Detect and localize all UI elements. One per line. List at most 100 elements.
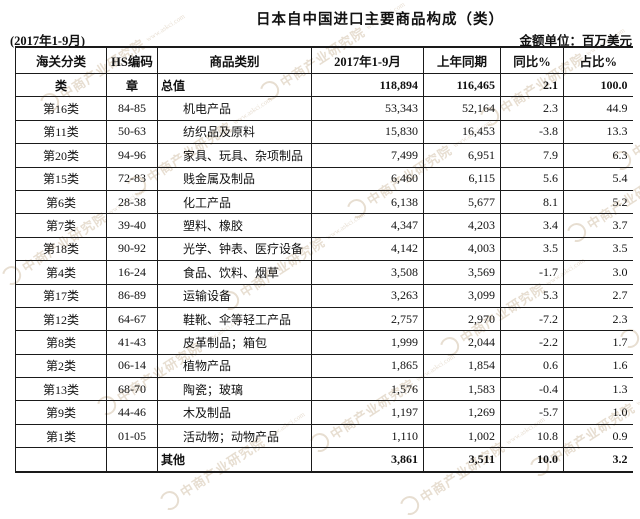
- table-row: 第1类 01-05 活动物；动物产品 1,110 1,002 10.8 0.9: [15, 424, 633, 449]
- cell-share-percent: 3.0: [563, 260, 633, 285]
- watermark-text: 中商产业研究院: [637, 272, 640, 339]
- cell-previous-value: 116,465: [423, 73, 501, 98]
- cell-current-value: 1,197: [311, 400, 424, 425]
- table-row: 第9类 44-46 木及制品 1,197 1,269 -5.7 1.0: [15, 400, 633, 425]
- cell-commodity-category: 木及制品: [157, 400, 312, 425]
- subtitle-row: (2017年1-9月) 金额单位：百万美元: [10, 30, 632, 49]
- cell-share-percent: 0.9: [563, 424, 633, 449]
- cell-hs-code: 01-05: [106, 424, 158, 449]
- cell-hs-code: 39-40: [106, 213, 158, 238]
- cell-yoy-percent: 7.9: [500, 143, 564, 168]
- table-row: 第6类 28-38 化工产品 6,138 5,677 8.1 5.2: [15, 190, 633, 215]
- cell-hs-code: 94-96: [106, 143, 158, 168]
- cell-customs-class: 第9类: [15, 400, 107, 425]
- cell-customs-class: 第16类: [15, 96, 107, 121]
- cell-customs-class: 第12类: [15, 307, 107, 332]
- cell-yoy-percent: -7.2: [500, 307, 564, 332]
- cell-customs-class: 第7类: [15, 213, 107, 238]
- cell-share-percent: 5.2: [563, 190, 633, 215]
- cell-share-percent: 13.3: [563, 120, 633, 145]
- cell-current-value: 118,894: [311, 73, 424, 98]
- cell-commodity-category: 运输设备: [157, 284, 312, 308]
- cell-yoy-percent: -0.4: [500, 377, 564, 402]
- table-row: 第16类 84-85 机电产品 53,343 52,164 2.3 44.9: [15, 96, 633, 121]
- header-yoy-percent: 同比%: [500, 47, 564, 74]
- watermark-url: www.askci.com: [634, 375, 640, 407]
- cell-hs-code: 86-89: [106, 284, 158, 308]
- cell-commodity-category: 纺织品及原料: [157, 120, 312, 145]
- cell-previous-value: 1,002: [423, 424, 501, 449]
- cell-customs-class: 第1类: [15, 424, 107, 449]
- cell-yoy-percent: 10.0: [500, 447, 564, 473]
- cell-customs-class: 第13类: [15, 377, 107, 402]
- cell-yoy-percent: 5.3: [500, 284, 564, 308]
- period-label: (2017年1-9月): [10, 34, 85, 48]
- cell-hs-code: 章: [106, 73, 158, 98]
- cell-previous-value: 2,970: [423, 307, 501, 332]
- cell-yoy-percent: 0.6: [500, 354, 564, 379]
- cell-current-value: 7,499: [311, 143, 424, 168]
- cell-share-percent: 100.0: [563, 73, 633, 98]
- cell-customs-class: 第11类: [15, 120, 107, 145]
- cell-current-value: 6,138: [311, 190, 424, 215]
- cell-customs-class: 第15类: [15, 167, 107, 191]
- cell-customs-class: [15, 447, 107, 473]
- cell-share-percent: 5.4: [563, 167, 633, 191]
- cell-previous-value: 1,583: [423, 377, 501, 402]
- cell-customs-class: 第17类: [15, 284, 107, 308]
- table-row: 第2类 06-14 植物产品 1,865 1,854 0.6 1.6: [15, 354, 633, 379]
- cell-yoy-percent: 10.8: [500, 424, 564, 449]
- header-row: 海关分类 HS编码 商品类别 2017年1-9月 上年同期 同比% 占比%: [15, 47, 633, 74]
- cell-hs-code: 44-46: [106, 400, 158, 425]
- cell-customs-class: 第2类: [15, 354, 107, 379]
- cell-previous-value: 2,044: [423, 330, 501, 355]
- cell-current-value: 1,576: [311, 377, 424, 402]
- cell-share-percent: 3.5: [563, 237, 633, 262]
- cell-commodity-category: 陶瓷；玻璃: [157, 377, 312, 402]
- cell-commodity-category: 家具、玩具、杂项制品: [157, 143, 312, 168]
- cell-share-percent: 1.7: [563, 330, 633, 355]
- cell-current-value: 3,861: [311, 447, 424, 473]
- cell-commodity-category: 植物产品: [157, 354, 312, 379]
- cell-commodity-category: 塑料、橡胶: [157, 213, 312, 238]
- table-row: 第7类 39-40 塑料、橡胶 4,347 4,203 3.4 3.7: [15, 213, 633, 238]
- cell-share-percent: 1.6: [563, 354, 633, 379]
- cell-customs-class: 第6类: [15, 190, 107, 215]
- cell-previous-value: 16,453: [423, 120, 501, 145]
- cell-customs-class: 类: [15, 73, 107, 98]
- table-row: 第4类 16-24 食品、饮料、烟草 3,508 3,569 -1.7 3.0: [15, 260, 633, 285]
- cell-share-percent: 6.3: [563, 143, 633, 168]
- cell-share-percent: 44.9: [563, 96, 633, 121]
- table-row: 第8类 41-43 皮革制品；箱包 1,999 2,044 -2.2 1.7: [15, 330, 633, 355]
- cell-previous-value: 1,854: [423, 354, 501, 379]
- cell-hs-code: 72-83: [106, 167, 158, 191]
- table-row: 第18类 90-92 光学、钟表、医疗设备 4,142 4,003 3.5 3.5: [15, 237, 633, 262]
- cell-commodity-category: 食品、饮料、烟草: [157, 260, 312, 285]
- cell-hs-code: 68-70: [106, 377, 158, 402]
- import-composition-table: 海关分类 HS编码 商品类别 2017年1-9月 上年同期 同比% 占比% 类章…: [15, 46, 633, 473]
- cell-hs-code: 84-85: [106, 96, 158, 121]
- header-customs-class: 海关分类: [15, 47, 107, 74]
- cell-customs-class: 第20类: [15, 143, 107, 168]
- cell-hs-code: 28-38: [106, 190, 158, 215]
- cell-share-percent: 3.2: [563, 447, 633, 473]
- cell-yoy-percent: 5.6: [500, 167, 564, 191]
- cell-share-percent: 1.0: [563, 400, 633, 425]
- cell-yoy-percent: 3.4: [500, 213, 564, 238]
- cell-hs-code: 41-43: [106, 330, 158, 355]
- page-title: 日本自中国进口主要商品构成（类）: [256, 12, 504, 28]
- cell-previous-value: 3,569: [423, 260, 501, 285]
- cell-current-value: 3,263: [311, 284, 424, 308]
- table-row: 第13类 68-70 陶瓷；玻璃 1,576 1,583 -0.4 1.3: [15, 377, 633, 402]
- table-row: 第11类 50-63 纺织品及原料 15,830 16,453 -3.8 13.3: [15, 120, 633, 145]
- cell-hs-code: [106, 447, 158, 473]
- cell-current-value: 1,110: [311, 424, 424, 449]
- cell-hs-code: 06-14: [106, 354, 158, 379]
- cell-hs-code: 50-63: [106, 120, 158, 145]
- cell-yoy-percent: -1.7: [500, 260, 564, 285]
- header-current-period: 2017年1-9月: [311, 47, 424, 74]
- cell-yoy-percent: -3.8: [500, 120, 564, 145]
- cell-commodity-category: 机电产品: [157, 96, 312, 121]
- cell-yoy-percent: 2.1: [500, 73, 564, 98]
- table-row: 类章总值 118,894 116,465 2.1 100.0: [15, 73, 633, 98]
